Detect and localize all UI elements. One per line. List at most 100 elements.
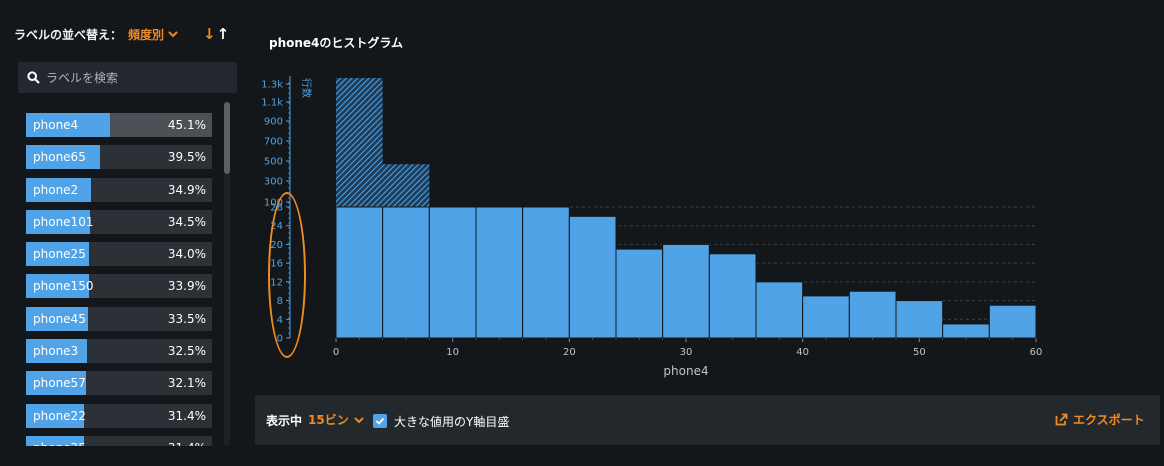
histogram-bar <box>568 215 617 339</box>
label-name: phone65 <box>33 150 86 165</box>
label-name: phone3 <box>33 344 79 359</box>
scrollbar-thumb[interactable] <box>224 102 230 174</box>
label-percentage: 39.5% <box>167 150 206 165</box>
label-frequency-bar <box>26 274 90 299</box>
label-name: phone22 <box>33 408 86 423</box>
label-list-item[interactable]: phone57 32.1% <box>26 371 212 396</box>
histogram-bar <box>335 206 384 339</box>
label-name: phone2 <box>33 182 79 197</box>
label-sidebar: ラベルの並べ替え： 頻度別 ↓ ↑ phone4 45.1% phone65 39.5… <box>0 0 245 466</box>
label-list-item[interactable]: phone101 34.5% <box>26 209 212 234</box>
x-tick-label: 30 <box>680 347 693 358</box>
y-tick-label: 300 <box>264 177 283 188</box>
histogram-bar <box>895 300 944 339</box>
sort-direction-toggle[interactable]: ↓ ↑ <box>203 24 229 44</box>
label-frequency-bar <box>26 371 86 396</box>
histogram-options-bar <box>255 395 1160 445</box>
label-percentage: 33.5% <box>167 311 206 326</box>
arrow-up-icon: ↑ <box>216 25 230 43</box>
histogram-bar <box>942 323 990 339</box>
sort-value-label: 頻度別 <box>128 27 165 42</box>
label-list-item[interactable]: phone35 31.4% <box>26 435 212 446</box>
label-percentage: 32.5% <box>167 344 206 359</box>
label-list-item[interactable]: phone22 31.4% <box>26 403 212 428</box>
search-input[interactable] <box>46 70 226 85</box>
x-tick-label: 60 <box>1030 347 1043 358</box>
label-percentage: 32.1% <box>167 376 206 391</box>
histogram-bar <box>522 206 570 339</box>
label-list: phone4 45.1% phone65 39.5% phone2 34.9% phone1… <box>26 113 212 446</box>
chevron-down-icon <box>168 31 178 38</box>
label-frequency-bar <box>26 113 110 137</box>
y-tick-label: 1.3k <box>261 80 283 91</box>
checkmark-icon <box>375 417 385 425</box>
label-list-item[interactable]: phone3 32.5% <box>26 339 212 364</box>
histogram-bar <box>755 281 804 339</box>
large-values-y-scale-checkbox[interactable] <box>373 414 387 428</box>
scrollbar-track[interactable] <box>224 102 230 446</box>
histogram-bar <box>708 253 757 339</box>
histogram-bar <box>662 243 710 339</box>
label-percentage: 45.1% <box>167 118 206 132</box>
label-list-item[interactable]: phone45 33.5% <box>26 306 212 331</box>
sort-label: ラベルの並べ替え： <box>14 27 123 42</box>
histogram-bar-overflow <box>336 78 383 207</box>
label-frequency-bar <box>26 339 87 364</box>
histogram-bar <box>382 206 430 339</box>
histogram-bar <box>802 295 850 339</box>
label-list-item[interactable]: phone2 34.9% <box>26 177 212 202</box>
x-tick-label: 50 <box>913 347 926 358</box>
x-tick-label: 10 <box>446 347 459 358</box>
label-name: phone35 <box>33 436 86 446</box>
label-search <box>18 62 237 93</box>
label-percentage: 31.4% <box>167 408 206 423</box>
export-icon <box>1055 413 1068 426</box>
bins-value: 15ビン <box>308 413 349 427</box>
x-tick-label: 40 <box>796 347 809 358</box>
y-axis-label: 行数 <box>300 78 313 98</box>
large-values-y-scale-label: 大きな値用のY軸目盛 <box>394 415 510 429</box>
label-frequency-bar <box>26 435 85 446</box>
y-tick-label: 700 <box>264 137 283 148</box>
label-frequency-bar <box>26 209 91 234</box>
y-tick-label: 100 <box>264 198 283 209</box>
label-frequency-bar <box>26 306 89 331</box>
x-tick-label: 20 <box>563 347 576 358</box>
label-name: phone25 <box>33 247 86 262</box>
label-name: phone57 <box>33 376 86 391</box>
label-list-item[interactable]: phone4 45.1% <box>26 113 212 137</box>
sort-control: ラベルの並べ替え： 頻度別 <box>14 24 179 44</box>
arrow-down-icon: ↓ <box>203 25 216 43</box>
label-frequency-bar <box>26 145 100 170</box>
label-frequency-bar <box>26 403 85 428</box>
showing-label: 表示中 <box>266 414 303 428</box>
histogram-bar-overflow <box>382 164 430 207</box>
export-label: エクスポート <box>1073 413 1145 427</box>
label-percentage: 34.0% <box>167 247 206 262</box>
label-name: phone101 <box>33 214 94 229</box>
histogram-title: phone4のヒストグラム <box>269 36 404 50</box>
histogram-bar <box>475 206 524 339</box>
sort-dropdown[interactable]: 頻度別 <box>128 26 179 43</box>
y-axis-highlight-ellipse <box>268 192 306 358</box>
histogram-bar <box>988 304 1037 339</box>
label-list-item[interactable]: phone65 39.5% <box>26 145 212 170</box>
histogram-bar <box>615 248 664 339</box>
y-tick-label: 900 <box>264 117 283 128</box>
histogram-bar <box>428 206 477 339</box>
y-tick-label: 500 <box>264 157 283 168</box>
search-icon <box>27 71 40 84</box>
bins-dropdown[interactable]: 15ビン <box>308 411 365 428</box>
label-percentage: 33.9% <box>167 279 206 294</box>
label-frequency-bar <box>26 242 90 267</box>
y-tick-label: 1.1k <box>261 98 283 109</box>
label-percentage: 31.4% <box>168 436 206 446</box>
histogram-bar <box>848 290 897 339</box>
label-frequency-bar <box>26 177 91 202</box>
export-button[interactable]: エクスポート <box>1055 411 1145 428</box>
label-name: phone4 <box>33 118 79 132</box>
label-list-item[interactable]: phone25 34.0% <box>26 242 212 267</box>
x-tick-label: 0 <box>333 347 339 358</box>
label-list-item[interactable]: phone150 33.9% <box>26 274 212 299</box>
label-name: phone45 <box>33 311 86 326</box>
